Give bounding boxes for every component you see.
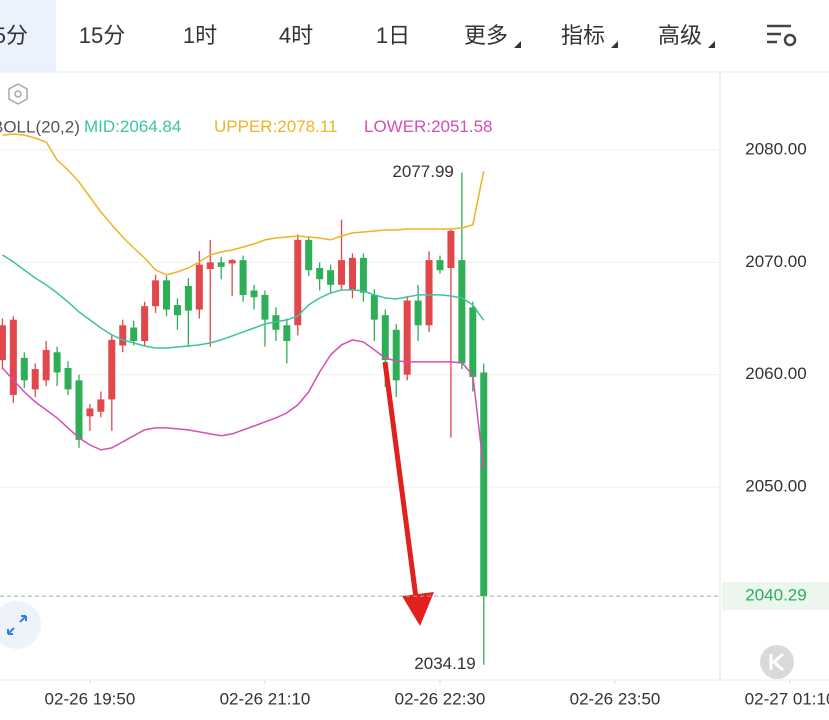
candle-body [316,267,324,280]
candle-body [152,280,160,307]
tab[interactable]: 4时 [279,23,313,48]
band-line [1,254,485,349]
tab[interactable]: 15分 [79,23,125,48]
dropdown-caret [708,41,715,48]
candle-body [206,262,214,270]
x-tick-label: 02-27 01:10 [745,689,829,708]
tab-bar: 5分 15分 1时 4时 1日 更多 指标 高级 [0,0,829,73]
candle-body [305,239,313,271]
y-tick-label: 2080.00 [745,139,806,158]
candle-body [480,372,488,597]
candle-body [228,260,236,264]
legend-entry: MID:2064.84 [84,117,181,136]
candle-body [392,329,400,381]
back-button[interactable] [760,645,794,679]
candle-body [327,270,335,285]
candle-body [217,262,225,267]
plot-area [0,133,488,665]
candle-body [86,408,94,417]
candle-body [130,327,138,342]
band-line [2,133,485,276]
candle-body [414,300,422,326]
y-tick-label: 2060.00 [745,364,806,383]
candle-body [173,305,181,316]
candle-body [97,399,105,412]
y-tick-label: 2070.00 [745,252,806,271]
candle-body [425,260,433,326]
x-tick-label: 02-26 23:50 [570,689,661,708]
candle-body [0,325,6,361]
tab[interactable]: 指标 [561,23,605,48]
y-tick-label: 2050.00 [745,477,806,496]
candle-body [458,260,466,364]
last-price-label: 2040.29 [745,586,806,605]
candle-body [370,294,378,320]
legend-entry: LOWER:2051.58 [364,117,493,136]
candle-body [31,369,39,390]
settings-icon[interactable] [767,24,797,47]
candle-body [469,307,477,377]
candle-body [261,294,269,320]
candle-body [436,260,444,271]
tab[interactable]: 5分 [0,23,28,48]
active-tab-bg [0,0,56,72]
candle-body [195,264,203,310]
candle-body [64,367,72,390]
legend-value: 2064.84 [120,117,181,136]
x-tick-label: 02-26 22:30 [395,689,486,708]
indicator-settings[interactable] [8,83,28,105]
candle-body [141,306,149,342]
legend: BOLL(20,2) MID:2064.84 UPPER:2078.11 LOWER… [0,117,493,136]
legend-name: UPPER: [214,117,277,136]
candle-body [42,350,50,381]
candle-body [447,230,455,268]
legend-value: 2051.58 [431,117,492,136]
candle-body [250,290,258,298]
band-line [1,339,485,470]
dropdown-caret [514,41,521,48]
candle-body [338,260,346,285]
legend-value: 2078.11 [277,117,337,136]
last-price-box [722,582,829,611]
legend-name: LOWER: [364,117,431,136]
candle-body [108,339,116,400]
max-label: 2077.99 [392,162,453,181]
candle-body [20,357,28,381]
candle-body [53,352,61,373]
candle-body [403,300,411,375]
x-tick-label: 02-26 19:50 [45,689,136,708]
expand-button[interactable] [0,601,41,649]
candle-body [75,380,83,440]
candle-body [381,315,389,361]
annotation-arrow [382,361,434,626]
candle-body [294,239,302,326]
x-tick-label: 02-26 21:10 [220,689,311,708]
dropdown-caret [611,41,618,48]
candle-body [119,325,127,346]
candle-body [184,285,192,311]
candle-body [283,325,291,342]
candle-body [348,257,356,291]
tab[interactable]: 高级 [658,23,702,48]
candle-body [9,319,17,395]
legend-entry: UPPER:2078.11 [214,117,338,136]
legend-name: MID: [84,117,120,136]
tab[interactable]: 1时 [183,23,217,48]
tab[interactable]: 更多 [464,23,508,48]
candle-body [163,280,171,310]
candle-body [359,257,367,293]
min-label: 2034.19 [414,654,475,673]
tab[interactable]: 1日 [376,23,410,48]
indicator-name: BOLL(20,2) [0,117,80,136]
candle-body [239,260,247,295]
